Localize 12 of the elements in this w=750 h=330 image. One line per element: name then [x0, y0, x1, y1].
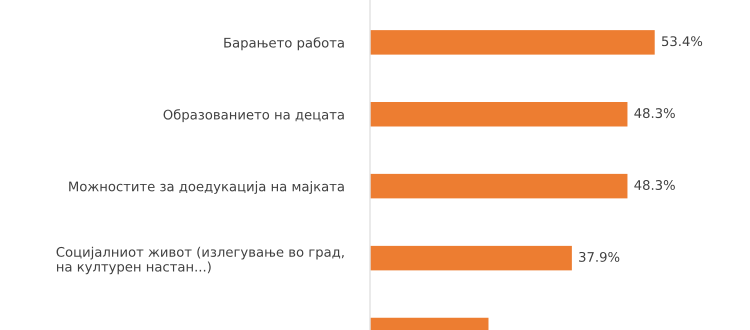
y-tick-label: Можностите за доедукација на мајката [69, 181, 344, 194]
data-label: 48.3% [634, 180, 675, 190]
y-tick-label: Барањето работа [224, 37, 344, 50]
bar [370, 172, 629, 200]
bar [370, 244, 574, 272]
y-tick-label: Социјалниот живот (излегување во град, на културен настан...) [56, 246, 344, 274]
data-label: 53.4% [662, 36, 702, 46]
data-label: 37.9% [579, 252, 620, 262]
y-tick-label: Образованието на децата [164, 109, 344, 122]
bar [370, 100, 629, 128]
data-label: 48.3% [634, 108, 675, 118]
bar [370, 28, 656, 56]
